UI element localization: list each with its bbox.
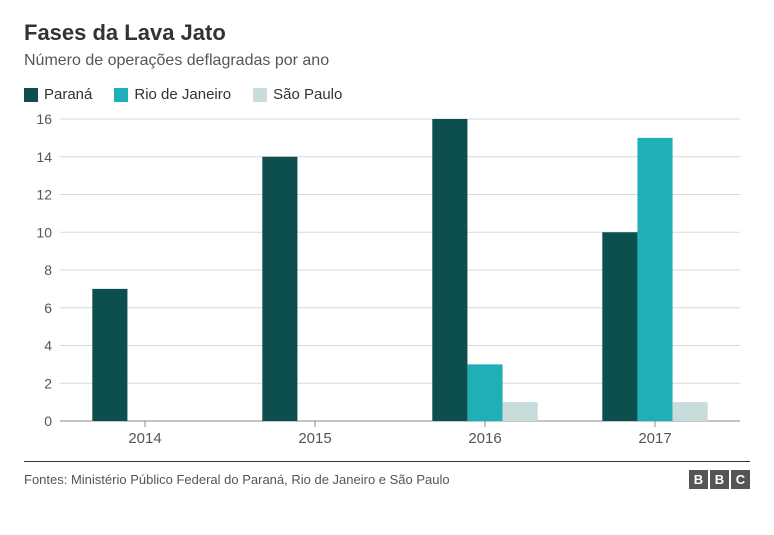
brand-letter: B	[710, 470, 729, 489]
bar	[467, 364, 502, 421]
y-tick-label: 2	[44, 375, 52, 391]
x-tick-label: 2017	[638, 430, 671, 447]
bar	[262, 157, 297, 421]
brand-letter: B	[689, 470, 708, 489]
y-tick-label: 14	[36, 149, 52, 165]
y-tick-label: 6	[44, 300, 52, 316]
y-tick-label: 0	[44, 413, 52, 429]
y-tick-label: 10	[36, 224, 52, 240]
bar	[637, 138, 672, 421]
x-tick-label: 2016	[468, 430, 501, 447]
sources-text: Fontes: Ministério Público Federal do Pa…	[24, 472, 450, 487]
brand-letter: C	[731, 470, 750, 489]
bar	[673, 402, 708, 421]
chart-area: 0 2 4 6 8 10 12 14 16 2014 2015 2016 2017	[24, 113, 750, 453]
legend-label: Rio de Janeiro	[134, 86, 231, 103]
bar	[503, 402, 538, 421]
x-tick-label: 2015	[298, 430, 331, 447]
y-tick-label: 8	[44, 262, 52, 278]
bar	[432, 119, 467, 421]
chart-title: Fases da Lava Jato	[24, 20, 750, 46]
chart-legend: Paraná Rio de Janeiro São Paulo	[24, 86, 750, 103]
bar	[602, 232, 637, 421]
bar-chart: 0 2 4 6 8 10 12 14 16 2014 2015 2016 2017	[24, 113, 750, 453]
bar	[92, 289, 127, 421]
legend-label: Paraná	[44, 86, 92, 103]
legend-swatch	[253, 88, 267, 102]
chart-subtitle: Número de operações deflagradas por ano	[24, 52, 750, 70]
x-tick-label: 2014	[128, 430, 161, 447]
legend-swatch	[114, 88, 128, 102]
legend-item: São Paulo	[253, 86, 342, 103]
legend-item: Paraná	[24, 86, 92, 103]
brand-logo: BBC	[689, 470, 750, 489]
chart-footer: Fontes: Ministério Público Federal do Pa…	[24, 461, 750, 489]
legend-swatch	[24, 88, 38, 102]
y-tick-label: 12	[36, 187, 52, 203]
legend-label: São Paulo	[273, 86, 342, 103]
y-tick-label: 4	[44, 338, 52, 354]
legend-item: Rio de Janeiro	[114, 86, 231, 103]
y-tick-label: 16	[36, 111, 52, 127]
